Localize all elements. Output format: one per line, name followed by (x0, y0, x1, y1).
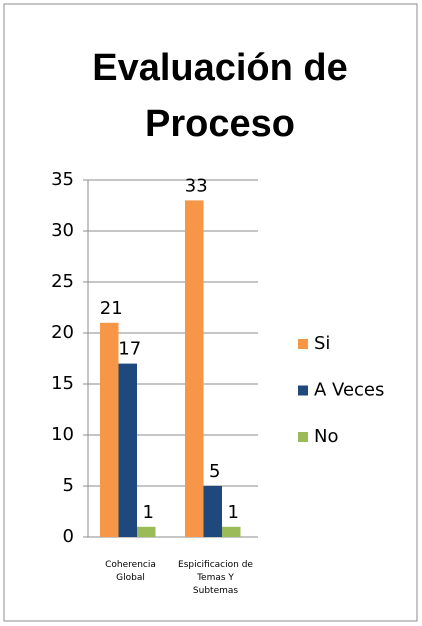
y-tick-label: 15 (51, 373, 74, 394)
data-label: 21 (100, 298, 123, 319)
data-label: 1 (143, 502, 154, 523)
x-tick-label: Espicificacion de Temas Y Subtemas (178, 560, 253, 596)
bar (100, 322, 119, 537)
legend-swatch (298, 339, 308, 349)
y-tick-label: 30 (51, 220, 74, 241)
legend-label: Si (314, 333, 330, 354)
bar (118, 363, 137, 537)
y-tick-label: 35 (51, 169, 74, 190)
legend-label: A Veces (314, 380, 384, 401)
bar (137, 526, 156, 537)
legend-swatch (298, 432, 308, 442)
chart-border (3, 3, 418, 622)
y-tick-label: 10 (51, 424, 74, 445)
y-tick-label: 0 (63, 526, 74, 547)
bar (222, 526, 241, 537)
legend-label: No (314, 426, 338, 447)
legend-swatch (298, 385, 308, 396)
chart-title: Evaluación de Proceso (92, 47, 348, 145)
bar (203, 486, 222, 537)
bar (185, 200, 204, 537)
x-tick-label: Coherencia Global (105, 560, 156, 583)
y-tick-label: 5 (63, 475, 74, 496)
data-label: 5 (209, 461, 220, 482)
y-tick-label: 20 (51, 322, 74, 343)
data-label: 33 (185, 175, 208, 196)
data-label: 1 (228, 502, 239, 523)
data-label: 17 (118, 339, 141, 360)
y-tick-label: 25 (51, 271, 74, 292)
